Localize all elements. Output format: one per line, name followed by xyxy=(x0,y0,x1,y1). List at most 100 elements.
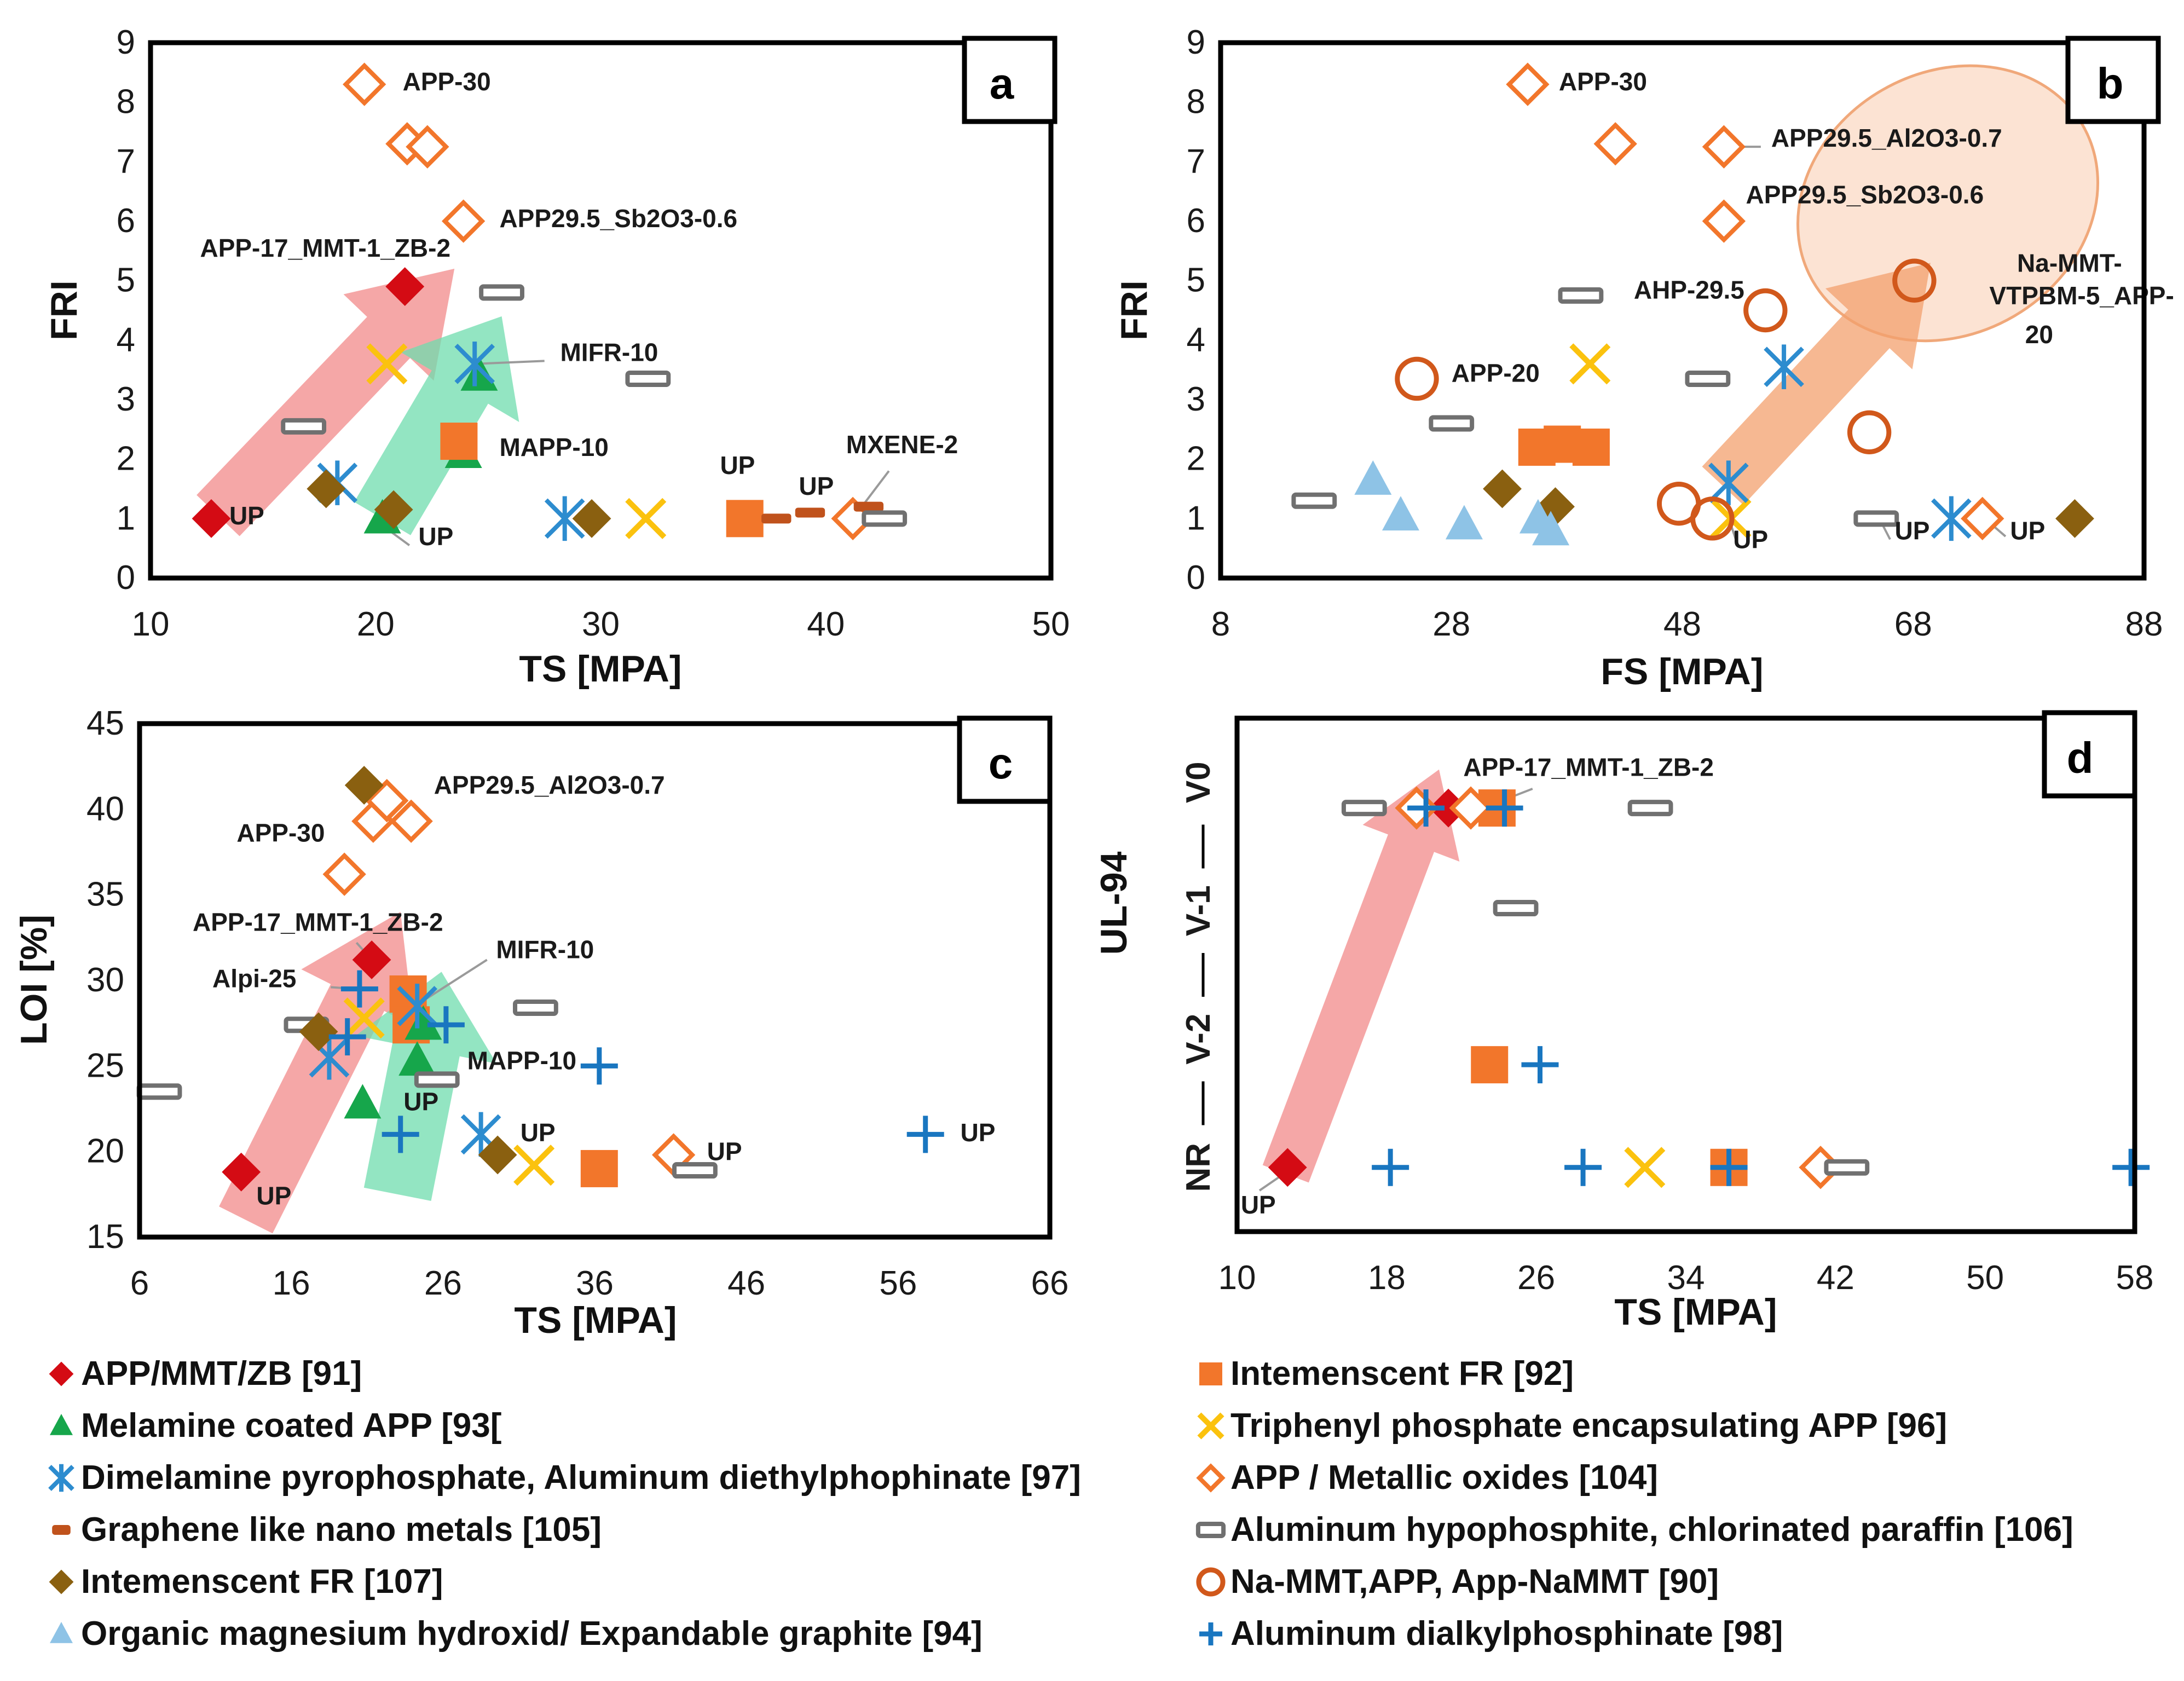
point-annotation: MXENE-2 xyxy=(846,430,958,459)
y-tick-label: 25 xyxy=(86,1047,124,1084)
legend-label: Graphene like nano metals [105] xyxy=(81,1511,602,1549)
point-adp-30 xyxy=(427,1006,465,1044)
point-adp-29 xyxy=(382,1116,419,1153)
trend-arrow-1 xyxy=(1262,769,1460,1183)
panel-d-ylabel: UL-94 xyxy=(1093,851,1135,955)
point-dmpp_adp-12 xyxy=(397,984,438,1029)
x-tick-label: 10 xyxy=(132,605,170,643)
legend-item: Graphene like nano metals [105] xyxy=(52,1511,602,1549)
legend-marker xyxy=(49,1569,74,1595)
point-app_mmt_zb-1 xyxy=(222,1152,261,1192)
panel-d-marks xyxy=(1268,786,2150,1189)
y-tick-label: 2 xyxy=(117,440,135,478)
point-adp-15 xyxy=(1486,789,1523,827)
y-category-label: V-1 xyxy=(1180,885,1217,936)
x-tick-label: 20 xyxy=(357,605,395,643)
y-tick-label: 8 xyxy=(117,83,135,121)
point-intumescent_92-7 xyxy=(726,500,764,538)
point-annotation: APP29.5_Al2O3-0.7 xyxy=(1771,124,2002,152)
point-ahp_cp-22 xyxy=(513,1000,558,1016)
legend-item: Melamine coated APP [93[ xyxy=(50,1407,501,1445)
point-na_mmt-27 xyxy=(1892,258,1937,303)
trend-arrow-1 xyxy=(1702,263,1931,505)
point-ahp_cp-21 xyxy=(414,1071,460,1088)
legend-item: Intemenscent FR [92] xyxy=(1199,1355,1574,1393)
panel-d-annotations: APP-17_MMT-1_ZB-2 UP xyxy=(1241,753,1714,1220)
point-ahp_cp-12 xyxy=(1493,900,1539,917)
leader-line xyxy=(475,360,545,365)
y-tick-label: 4 xyxy=(117,321,135,359)
x-tick-label: 48 xyxy=(1663,605,1701,643)
point-na_mmt-22 xyxy=(1395,356,1439,401)
point-ahp_cp-15 xyxy=(1429,415,1475,432)
point-na_mmt-24 xyxy=(1690,496,1735,541)
point-adp-20 xyxy=(2112,1148,2150,1186)
point-app_metallic-16 xyxy=(441,199,486,243)
point-adp-31 xyxy=(580,1047,618,1085)
y-tick-label: 3 xyxy=(1187,380,1205,418)
panel-a-ticks: 10 20 30 40 50 0 1 2 3 4 5 6 7 8 9 xyxy=(117,24,1070,643)
panel-c-label: c xyxy=(989,739,1013,788)
point-ahp_cp-13 xyxy=(1824,1159,1870,1176)
legend-marker xyxy=(49,1361,74,1387)
y-tick-label: 40 xyxy=(86,790,124,828)
point-tpp_app-4 xyxy=(1569,343,1611,385)
point-app_mmt_zb-1 xyxy=(192,499,231,538)
point-intumescent_107-19 xyxy=(1483,469,1522,509)
x-tick-label: 16 xyxy=(273,1264,310,1302)
x-tick-label: 6 xyxy=(130,1264,149,1302)
legend-marker xyxy=(1199,1622,1222,1645)
point-tpp_app-9 xyxy=(625,498,667,539)
panel-b-highlight-ellipse xyxy=(1796,64,2100,343)
x-tick-label: 30 xyxy=(582,605,620,643)
point-ahp_cp-23 xyxy=(672,1162,718,1179)
panel-b-chart: APP-30 APP29.5_Al2O3-0.7 APP29.5_Sb2O3-0.6… xyxy=(1113,24,2174,692)
y-tick-label: 1 xyxy=(117,499,135,537)
point-melamine_app-7 xyxy=(398,1041,436,1076)
point-organic_mg-32 xyxy=(1532,511,1570,546)
y-tick-label: 4 xyxy=(1187,321,1205,359)
point-intumescent_107-25 xyxy=(344,766,384,805)
point-annotation: APP-30 xyxy=(1559,67,1647,96)
point-dmpp_adp-11 xyxy=(454,342,495,386)
x-tick-label: 50 xyxy=(1966,1259,2004,1297)
y-tick-label: 1 xyxy=(1187,499,1205,537)
point-adp-27 xyxy=(328,1018,366,1056)
y-tick-label: 45 xyxy=(86,704,124,742)
point-app_metallic-17 xyxy=(389,799,433,843)
point-adp-17 xyxy=(1372,1148,1409,1186)
panel-a-label: a xyxy=(990,59,1014,108)
legend-label: Dimelamine pyrophosphate, Aluminum dieth… xyxy=(81,1459,1081,1497)
point-annotation: Alpi-25 xyxy=(212,964,296,993)
point-annotation: UP xyxy=(418,522,453,551)
point-intumescent_107-21 xyxy=(2055,499,2094,538)
y-tick-label: 5 xyxy=(1187,262,1205,299)
point-adp-18 xyxy=(1564,1148,1602,1186)
x-tick-label: 56 xyxy=(879,1264,917,1302)
x-tick-label: 46 xyxy=(727,1264,765,1302)
panel-c-frame xyxy=(137,721,1053,1240)
point-dmpp_adp-6 xyxy=(1764,344,1804,390)
x-tick-label: 66 xyxy=(1031,1264,1069,1302)
x-tick-label: 34 xyxy=(1667,1259,1705,1297)
x-tick-label: 40 xyxy=(807,605,845,643)
point-adp-16 xyxy=(1521,1046,1559,1084)
point-graphene-18 xyxy=(761,513,791,524)
point-annotation: APP-17_MMT-1_ZB-2 xyxy=(1463,753,1714,782)
legend-item: APP / Metallic oxides [104] xyxy=(1196,1459,1658,1497)
point-annotation: Na-MMT- xyxy=(2017,249,2122,277)
point-intumescent_107-26 xyxy=(478,1135,517,1175)
panel-d-ticks: 10 18 26 34 42 50 58 NR V-2 V-1 V0 xyxy=(1180,761,2153,1297)
x-tick-label: 18 xyxy=(1368,1259,1406,1297)
legend-marker xyxy=(1199,1362,1222,1385)
panel-d-frame xyxy=(1234,715,2137,1234)
point-ahp_cp-21 xyxy=(281,418,327,435)
panel-d-chart: APP-17_MMT-1_ZB-2 UP 10 18 26 34 42 50 58 NR V-2 V… xyxy=(1093,710,2153,1333)
legend-marker xyxy=(1195,1522,1226,1538)
point-adp-19 xyxy=(1710,1148,1748,1186)
point-annotation: UP xyxy=(2010,516,2045,545)
point-dmpp_adp-7 xyxy=(1708,460,1749,505)
point-intumescent_92-3 xyxy=(1572,428,1610,466)
point-intumescent_92-6 xyxy=(440,423,478,460)
